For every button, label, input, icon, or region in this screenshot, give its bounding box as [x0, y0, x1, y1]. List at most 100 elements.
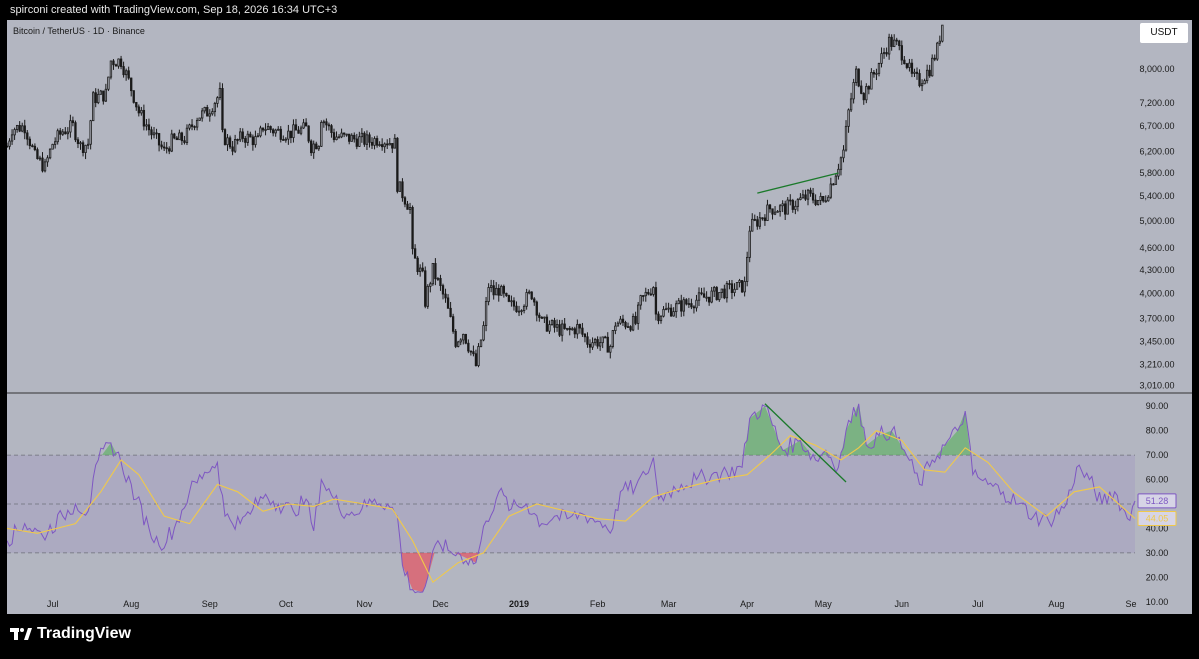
candle-body — [117, 58, 120, 67]
candle-body — [720, 288, 723, 293]
price-axis-label: 4,300.00 — [1139, 265, 1174, 275]
candle-body — [571, 328, 574, 331]
candle-body — [576, 324, 579, 335]
candle-body — [190, 124, 194, 127]
price-axis-label: 3,010.00 — [1139, 380, 1174, 390]
candle-body — [606, 336, 609, 353]
candle-body — [804, 194, 807, 200]
candle-body — [434, 263, 437, 280]
rsi-ma-last-value-badge: 44.05 — [1146, 514, 1169, 524]
tradingview-logo[interactable]: TradingView — [10, 625, 131, 643]
rsi-axis-label: 20.00 — [1146, 572, 1169, 582]
candle-body — [261, 127, 265, 131]
candle-body — [297, 129, 300, 134]
candle-body — [155, 132, 158, 135]
candle-body — [593, 339, 597, 344]
candle-body — [221, 88, 224, 131]
candle-body — [540, 317, 544, 319]
candle-body — [806, 189, 810, 200]
candle-body — [266, 126, 270, 130]
candle-body — [517, 310, 521, 313]
candle-body — [33, 145, 37, 151]
candle-body — [637, 304, 640, 324]
candle-body — [654, 287, 658, 315]
candle-body — [867, 86, 871, 90]
price-axis-label: 5,000.00 — [1139, 216, 1174, 226]
candle-body — [320, 122, 323, 147]
candle-body — [388, 143, 391, 146]
candle-body — [393, 137, 396, 149]
candle-body — [147, 124, 151, 131]
candle-body — [621, 318, 625, 323]
candle-body — [406, 203, 409, 210]
price-axis-label: 3,700.00 — [1139, 314, 1174, 324]
candle-body — [294, 124, 298, 131]
candle-body — [188, 124, 191, 129]
candle-body — [168, 148, 171, 152]
candle-body — [69, 120, 72, 133]
candle-body — [8, 140, 11, 147]
candle-body — [292, 124, 295, 139]
candle-body — [865, 86, 868, 101]
candle-body — [23, 125, 26, 134]
rsi-oversold-fill — [401, 552, 435, 592]
candle-body — [365, 134, 369, 145]
candle-body — [416, 257, 419, 273]
candle-body — [380, 144, 384, 148]
candle-body — [842, 149, 845, 159]
candle-body — [312, 143, 315, 154]
rsi-trendline[interactable] — [764, 403, 847, 483]
candle-body — [829, 183, 832, 198]
candle-body — [66, 131, 69, 135]
price-axis-label: 3,450.00 — [1139, 336, 1174, 346]
candle-body — [94, 92, 97, 104]
candle-body — [786, 199, 789, 215]
candle-body — [396, 137, 399, 192]
candle-body — [74, 122, 77, 141]
price-trendline[interactable] — [757, 172, 839, 194]
candle-body — [43, 161, 47, 172]
candle-body — [725, 283, 729, 299]
candle-body — [15, 125, 19, 130]
candle-body — [680, 300, 683, 312]
candle-body — [246, 133, 249, 143]
candle-body — [614, 325, 617, 331]
chart-canvas[interactable]: 3,010.00 3,210.00 3,450.00 3,700.00 4,000.00… — [7, 20, 1192, 614]
candle-body — [436, 278, 440, 280]
candle-body — [36, 149, 39, 160]
rsi-axis-label: 70.00 — [1146, 450, 1169, 460]
currency-button[interactable]: USDT — [1140, 23, 1188, 43]
candle-body — [342, 132, 346, 135]
candle-body — [586, 336, 589, 345]
candle-body — [662, 309, 665, 317]
candle-body — [629, 326, 632, 331]
candle-body — [426, 285, 429, 307]
candle-body — [502, 285, 505, 294]
time-axis-label: Jun — [895, 599, 910, 609]
chart-frame[interactable]: 3,010.00 3,210.00 3,450.00 3,700.00 4,000.00… — [7, 20, 1192, 614]
candle-body — [383, 143, 386, 148]
candle-body — [862, 93, 865, 101]
candle-body — [135, 101, 138, 108]
candle-body — [941, 24, 944, 42]
candle-body — [424, 270, 427, 307]
candle-body — [375, 138, 379, 146]
candle-body — [566, 327, 569, 330]
candle-body — [890, 36, 893, 47]
candle-body — [895, 39, 898, 42]
candle-body — [162, 146, 166, 149]
candle-body — [274, 129, 277, 134]
candle-body — [778, 205, 782, 212]
rsi-line — [7, 403, 1136, 594]
candle-body — [337, 136, 341, 139]
candle-body — [54, 141, 57, 145]
candle-body — [157, 133, 161, 146]
candle-body — [791, 200, 794, 210]
candle-body — [307, 125, 310, 142]
candle-body — [175, 137, 178, 141]
candle-body — [543, 316, 546, 319]
candle-body — [697, 292, 701, 301]
candle-body — [378, 144, 381, 146]
time-axis-label: Se — [1125, 599, 1136, 609]
candle-body — [279, 128, 282, 140]
